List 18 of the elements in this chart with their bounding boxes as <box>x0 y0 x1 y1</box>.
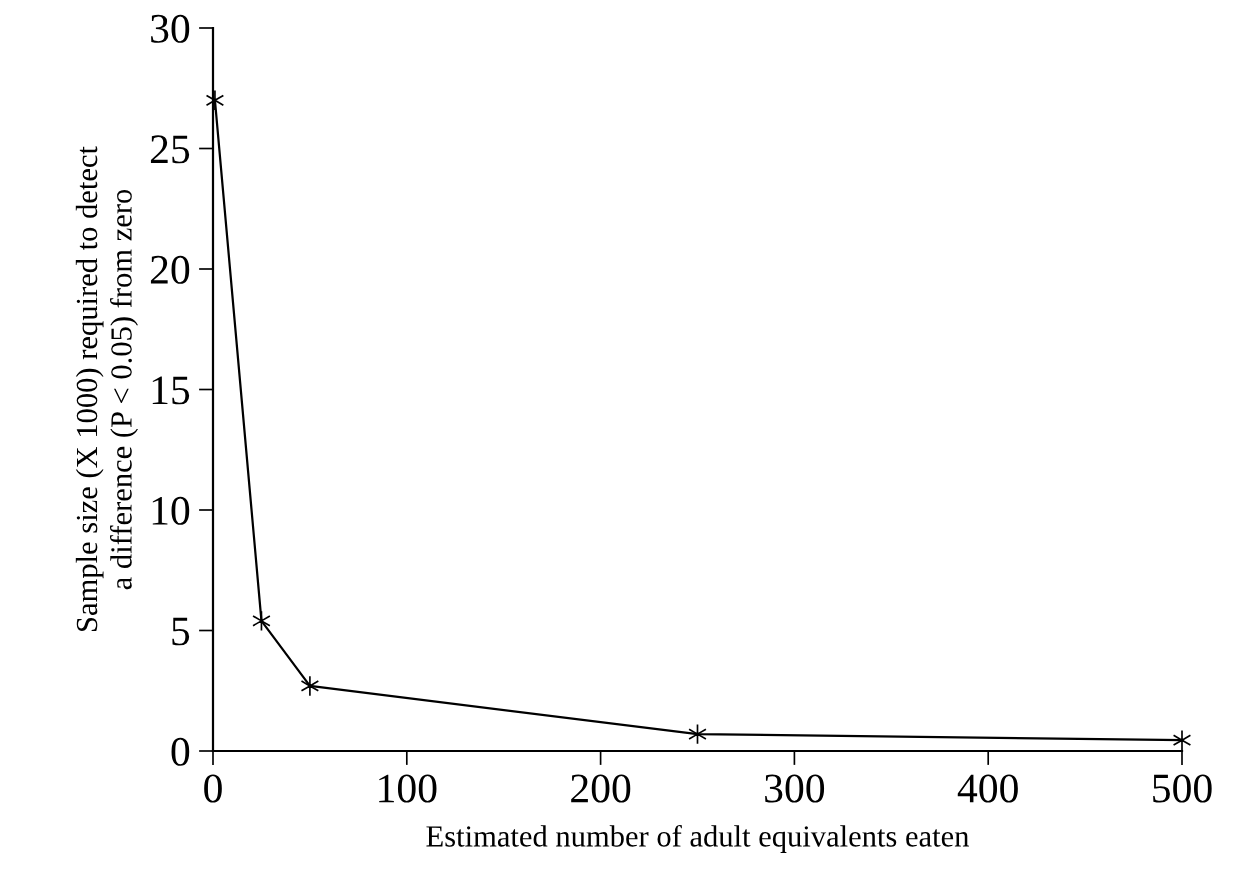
y-tick-label: 25 <box>150 135 190 164</box>
point <box>1172 729 1192 751</box>
y-tick-label: 10 <box>152 496 190 525</box>
x-tick-label: 400 <box>957 774 1018 803</box>
point <box>205 89 225 111</box>
x-tick-label: 0 <box>204 774 222 803</box>
y-axis-title: Sample size (X 1000) required to detect a difference (P < 0.05) from zero <box>75 146 138 631</box>
x-tick-label: 300 <box>765 774 825 803</box>
x-tick-label: 100 <box>379 774 437 803</box>
x-tick-label: 200 <box>571 774 631 803</box>
point <box>300 675 320 697</box>
y-tick-label: 0 <box>171 737 190 766</box>
x-axis-title: Estimated number of adult equivalents eaten <box>426 824 969 853</box>
y-tick-label: 5 <box>172 617 190 646</box>
y-tick-label: 30 <box>151 14 190 43</box>
x-tick-label: 500 <box>1153 774 1212 803</box>
y-tick-label: 20 <box>150 255 190 284</box>
y-tick-label: 15 <box>152 376 190 405</box>
